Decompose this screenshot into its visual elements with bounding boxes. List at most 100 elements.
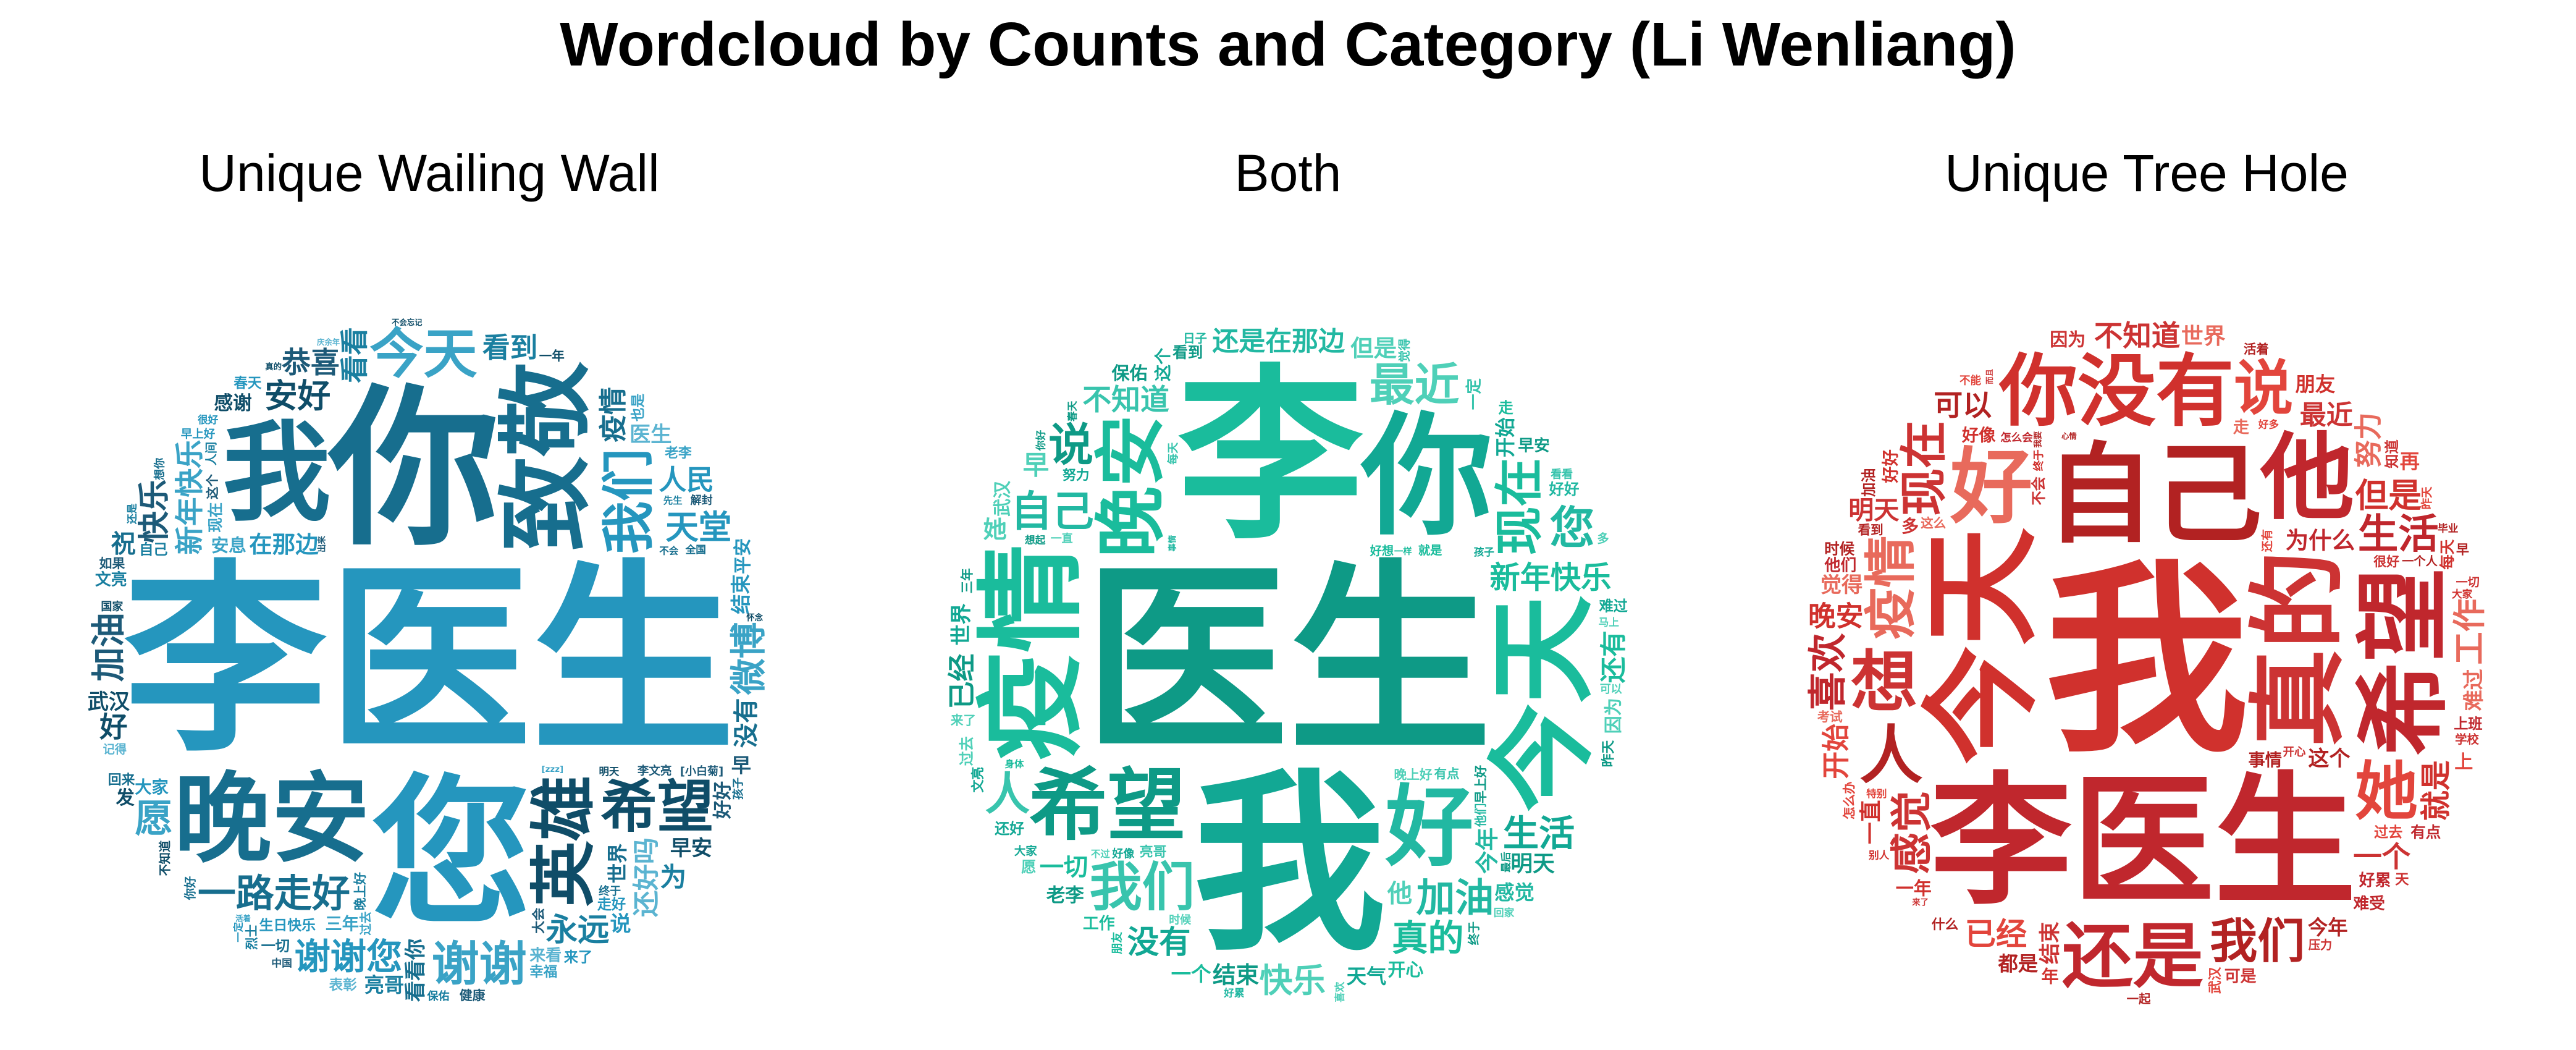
cloud-word: 可以: [1934, 389, 1992, 423]
cloud-word: 上: [2454, 752, 2473, 773]
cloud-word: 知道: [2384, 439, 2401, 468]
cloud-word: 朋友: [2296, 373, 2336, 396]
cloud-word: 回来: [108, 773, 135, 788]
cloud-word: 世界: [949, 603, 974, 645]
cloud-word: 有点: [2410, 823, 2441, 841]
cloud-word: 致敬: [492, 362, 602, 551]
cloud-word: 再: [2400, 450, 2420, 473]
cloud-word: 解封: [691, 494, 713, 507]
cloud-word: 三年: [959, 568, 974, 593]
cloud-word: 还好吗: [631, 837, 662, 917]
cloud-word: 希望: [600, 774, 713, 840]
cloud-word: 看到: [482, 332, 537, 364]
cloud-word: 还好: [995, 820, 1024, 837]
cloud-word: 她: [2355, 755, 2418, 829]
cloud-word: 李: [1177, 349, 1363, 565]
cloud-word: 可以: [1600, 683, 1622, 696]
cloud-word: [小白菊]: [680, 764, 723, 778]
cloud-word: 一样: [1394, 546, 1412, 557]
cloud-word: 希望: [2349, 567, 2458, 755]
cloud-word: 春天: [233, 375, 262, 391]
cloud-word: 多: [1597, 531, 1609, 546]
cloud-word: 感觉: [1887, 791, 1936, 874]
cloud-word: 早安: [1518, 436, 1549, 455]
cloud-word: 这个: [1153, 347, 1173, 381]
cloud-word: 想起: [1025, 533, 1046, 546]
cloud-word: 压力: [2309, 938, 2332, 952]
cloud-word: 你好: [183, 876, 198, 900]
cloud-word: 他们: [1824, 557, 1857, 575]
cloud-word: 他: [2260, 423, 2354, 533]
cloud-word: [zzz]: [541, 765, 563, 774]
cloud-word: 真的: [265, 362, 282, 372]
cloud-word: 孩子: [1474, 546, 1495, 558]
cloud-word: 大家: [135, 777, 169, 797]
cloud-word: 好累: [1223, 986, 1244, 999]
cloud-word: 一年: [539, 349, 565, 363]
cloud-word: 一直: [1051, 532, 1073, 546]
cloud-word: 一路走好: [198, 871, 350, 916]
cloud-word: 大家: [2452, 588, 2473, 600]
cloud-word: 春天: [1066, 400, 1078, 421]
cloud-word: 疫情: [597, 387, 629, 442]
cloud-word: 记得: [103, 742, 127, 756]
cloud-word: 文亮: [95, 570, 127, 589]
cloud-word: 你好: [1035, 430, 1047, 452]
cloud-word: 在那边: [249, 531, 319, 558]
cloud-word: 因为: [1602, 698, 1623, 734]
cloud-word: 大会: [531, 908, 546, 934]
cloud-word: 已经: [946, 654, 978, 709]
cloud-word: 疫情: [1861, 536, 1921, 640]
cloud-word: 晚上好: [353, 872, 368, 910]
cloud-word: 好: [1385, 776, 1474, 878]
cloud-word: 现在: [206, 502, 224, 533]
cloud-word: 工作: [1083, 915, 1115, 933]
cloud-word: 工作: [2450, 599, 2489, 665]
cloud-word: 晚上好: [1394, 767, 1432, 782]
cloud-word: 感觉: [1494, 881, 1534, 905]
cloud-word: 世界: [606, 843, 629, 883]
cloud-word: 新年快乐: [173, 440, 206, 555]
cloud-word: 医生: [629, 422, 671, 447]
cloud-word: 亮哥: [364, 973, 405, 997]
panel-title-tree-hole: Unique Tree Hole: [1945, 144, 2349, 202]
cloud-word: 什么: [1932, 917, 1959, 933]
cloud-word: 但是: [2355, 476, 2422, 515]
cloud-word: 昨天: [1601, 740, 1617, 768]
cloud-word: 最后: [1499, 852, 1512, 873]
cloud-word: 结束: [730, 574, 753, 614]
cloud-word: 生活: [1503, 813, 1575, 855]
cloud-word: 加油: [1861, 468, 1877, 497]
cloud-word: 自己: [1011, 487, 1094, 536]
cloud-word: 考试: [1817, 709, 1843, 724]
cloud-word: 努力: [1063, 467, 1090, 483]
cloud-word: 天: [2395, 871, 2409, 887]
cloud-word: 好累: [2359, 871, 2391, 890]
cloud-word: 日子: [1183, 331, 1207, 345]
cloud-word: 好好: [712, 781, 734, 819]
cloud-word: 上班: [2454, 716, 2482, 732]
cloud-word: 一个人: [2402, 554, 2438, 569]
cloud-word: 特别: [1866, 787, 1887, 800]
cloud-word: 谢谢: [432, 937, 527, 992]
cloud-word: 我: [222, 411, 330, 536]
cloud-word: 早上好: [1473, 765, 1488, 803]
cloud-word: 我们: [2210, 914, 2305, 969]
cloud-word: 恭喜: [281, 346, 340, 380]
cloud-word: 昨天: [2420, 486, 2434, 510]
cloud-word: 安息: [211, 535, 246, 556]
cloud-word: 平安: [732, 538, 753, 574]
cloud-word: 现在: [1897, 421, 1952, 516]
cloud-word: 不能: [1959, 375, 1982, 387]
cloud-word: 愿: [1021, 858, 1036, 876]
cloud-word: 来看: [529, 946, 562, 965]
cloud-word: 一年: [1896, 878, 1932, 899]
cloud-word: 庆余年: [316, 337, 340, 347]
cloud-word: 好好: [1549, 480, 1580, 498]
cloud-word: 一定: [232, 921, 244, 942]
cloud-word: 新年快乐: [1490, 559, 1612, 595]
cloud-word: 说: [1048, 420, 1093, 472]
cloud-word: 一个: [2353, 840, 2411, 873]
cloud-word: 看看: [1550, 468, 1573, 481]
